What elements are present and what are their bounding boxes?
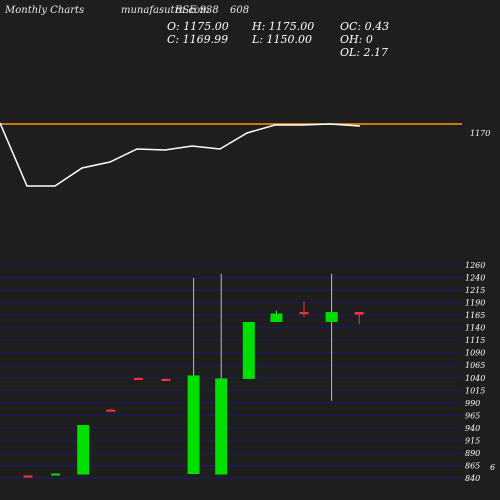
grid-lines: [0, 264, 462, 479]
y-tick-label: 1165: [465, 311, 485, 320]
y-tick-label: 840: [465, 474, 480, 483]
candle-body: [77, 424, 90, 475]
candle-body: [270, 313, 283, 322]
high-value: H: 1175.00: [252, 20, 315, 33]
candle-body: [299, 312, 309, 315]
y-tick-label: 890: [465, 449, 480, 458]
candle-body: [215, 378, 228, 475]
y-tick-label: 1090: [465, 349, 485, 358]
candle-body: [187, 375, 200, 475]
y-tick-label: 1260: [465, 261, 485, 270]
y-tick-label: 990: [465, 399, 480, 408]
y-tick-label: 1040: [465, 374, 485, 383]
candle-body: [242, 321, 255, 379]
code-label: 608: [230, 5, 250, 16]
y-tick-label: 1215: [465, 286, 485, 295]
y-tick-label: 865: [465, 461, 480, 470]
oc-value: OC: 0.43: [340, 20, 390, 33]
candle-body: [106, 409, 116, 412]
open-value: O: 1175.00: [167, 20, 229, 33]
candle-body: [161, 378, 171, 381]
candle-body: [133, 377, 143, 380]
y-tick-label: 1140: [465, 324, 485, 333]
y-tick-label: 965: [465, 411, 480, 420]
y-tick-label: 1015: [465, 386, 485, 395]
y-tick-label: 915: [465, 436, 480, 445]
y-axis-ticks: 1260 1240 1215 1190 1165 1140 1115 1090 1065 1040…: [465, 261, 495, 483]
candle-body: [325, 312, 338, 322]
y-tick-label: 1240: [465, 274, 485, 283]
axis-extra-label: 6: [490, 463, 495, 472]
y-tick-label: 1065: [465, 361, 485, 370]
candles: [23, 273, 364, 478]
ol-value: OL: 2.17: [340, 46, 389, 59]
candle-body: [23, 475, 33, 478]
candle-body: [51, 473, 61, 476]
low-value: L: 1150.00: [252, 33, 312, 46]
overlay-panel: 1170: [0, 122, 490, 187]
site-url[interactable]: munafasutra.com: [121, 5, 210, 16]
y-tick-label: 940: [465, 424, 480, 433]
y-tick-label: 1190: [465, 299, 485, 308]
candle-body: [354, 312, 364, 315]
level-label: 1170: [470, 129, 490, 138]
close-value: C: 1169.99: [167, 33, 229, 46]
trend-line: [0, 122, 361, 187]
site-title: Monthly Charts: [5, 5, 85, 16]
symbol-label: BSE 938: [175, 5, 219, 16]
y-tick-label: 1115: [465, 336, 485, 345]
oh-value: OH: 0: [340, 33, 373, 46]
